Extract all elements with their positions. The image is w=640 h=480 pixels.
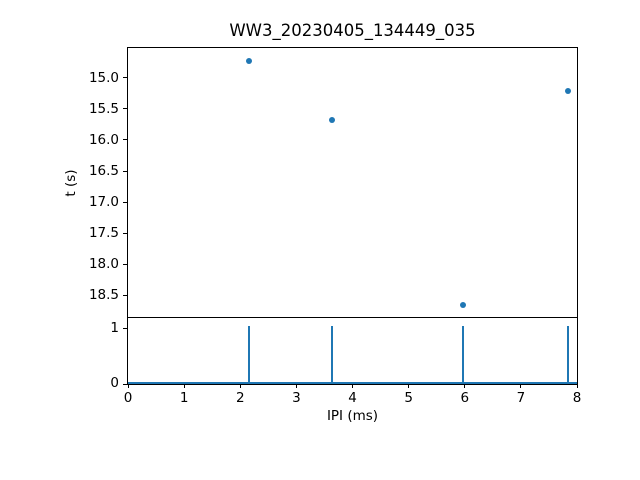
- x-tick-mark: [576, 384, 578, 388]
- x-tick-label: 7: [516, 390, 526, 406]
- x-axis-label: IPI (ms): [326, 408, 379, 424]
- y-tick-mark: [123, 232, 127, 234]
- x-tick-mark: [520, 384, 522, 388]
- stem-baseline: [128, 382, 577, 384]
- x-tick-label: 1: [179, 390, 189, 406]
- y-tick-mark: [123, 383, 127, 385]
- y-tick-mark: [123, 263, 127, 265]
- stem-spike: [248, 326, 251, 382]
- x-tick-label: 5: [404, 390, 413, 406]
- y-tick-mark: [123, 327, 127, 329]
- y-tick-label: 15.0: [88, 69, 119, 86]
- stem-plot-area: [127, 317, 578, 385]
- x-tick-mark: [352, 384, 353, 388]
- y-tick-mark: [123, 139, 127, 141]
- x-tick-label: 0: [123, 390, 133, 406]
- x-tick-mark: [464, 384, 466, 388]
- stem-spike: [331, 326, 334, 382]
- x-tick-mark: [127, 384, 129, 388]
- y-tick-mark: [123, 201, 127, 203]
- y-tick-label: 0: [110, 375, 119, 391]
- y-tick-label: 18.5: [88, 287, 119, 304]
- x-tick-mark: [183, 384, 185, 388]
- y-tick-mark: [123, 77, 127, 79]
- x-tick-mark: [295, 384, 297, 388]
- x-tick-label: 6: [460, 390, 470, 406]
- y-tick-label: 16.0: [88, 131, 119, 148]
- y-tick-label: 16.5: [88, 163, 119, 179]
- scatter-plot-area: [127, 47, 578, 318]
- y-tick-label: 17.0: [88, 194, 119, 211]
- x-tick-mark: [239, 384, 241, 388]
- x-tick-label: 3: [292, 390, 301, 406]
- x-tick-mark: [408, 384, 410, 388]
- stem-spike: [461, 326, 464, 382]
- scatter-point: [565, 88, 572, 95]
- y-tick-label: 15.5: [88, 100, 119, 117]
- x-tick-label: 4: [348, 390, 357, 406]
- chart-title: WW3_20230405_134449_035: [229, 21, 476, 40]
- y-tick-label: 17.5: [88, 225, 119, 242]
- x-tick-label: 2: [235, 390, 245, 406]
- stem-spike: [567, 326, 570, 382]
- scatter-point: [459, 302, 466, 309]
- x-tick-label: 8: [572, 390, 582, 406]
- y-tick-mark: [123, 294, 127, 296]
- y-tick-label: 1: [110, 320, 119, 337]
- scatter-point: [246, 58, 253, 65]
- y-tick-mark: [123, 108, 127, 110]
- y-tick-label: 18.0: [88, 256, 119, 273]
- scatter-point: [329, 117, 336, 124]
- y-tick-mark: [123, 170, 127, 172]
